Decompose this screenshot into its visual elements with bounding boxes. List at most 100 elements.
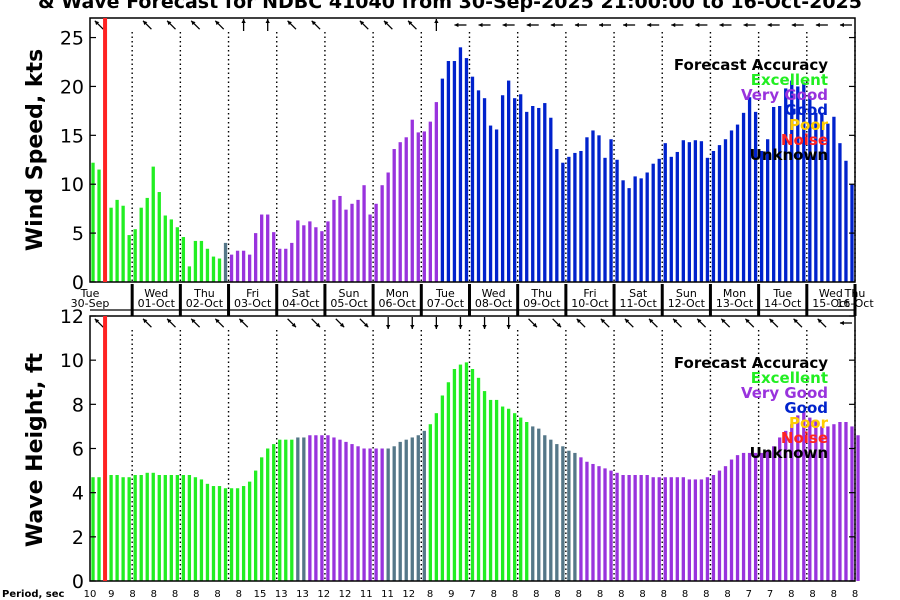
wind-bar — [567, 157, 570, 282]
period-value: 8 — [554, 589, 560, 600]
wave-bar — [766, 451, 769, 581]
wave-bar — [615, 473, 618, 581]
wind-bar — [254, 233, 257, 282]
wave-bar — [194, 477, 197, 581]
wave-bar — [754, 453, 757, 581]
period-value: 8 — [788, 589, 794, 600]
wind-bar — [700, 141, 703, 282]
wave-bar — [603, 468, 606, 581]
wind-bar — [206, 249, 209, 282]
wave-bar — [368, 449, 371, 582]
wave-bar — [182, 475, 185, 581]
wind-bar — [248, 255, 251, 282]
day-date-label: 11-Oct — [620, 297, 658, 310]
wave-bar — [314, 435, 317, 581]
wave-bar — [284, 440, 287, 581]
wave-bar — [272, 444, 275, 581]
wave-bar — [393, 446, 396, 581]
wave-bar — [411, 437, 414, 581]
wind-bar — [627, 188, 630, 282]
period-value: 7 — [767, 589, 773, 600]
wave-bar — [477, 378, 480, 581]
wave-bar — [483, 391, 486, 581]
wind-y-tick-label: 10 — [60, 174, 84, 196]
wind-bar — [266, 215, 269, 282]
wave-bar — [573, 453, 576, 581]
day-date-label: 14-Oct — [764, 297, 802, 310]
wind-bar — [712, 151, 715, 282]
wind-bar — [320, 231, 323, 282]
wave-bar — [633, 475, 636, 581]
wave-bar — [206, 484, 209, 581]
period-value: 8 — [703, 589, 709, 600]
wave-bar — [356, 446, 359, 581]
chart-title: & Wave Forecast for NDBC 41040 from 30-S… — [38, 0, 862, 13]
wave-bar — [567, 451, 570, 581]
period-value: 8 — [682, 589, 688, 600]
wind-bar — [338, 196, 341, 282]
wind-bar — [543, 103, 546, 282]
wave-bar — [712, 475, 715, 581]
wind-bar — [621, 180, 624, 282]
wind-bar — [519, 94, 522, 282]
wind-bar — [417, 132, 420, 282]
wind-bar — [374, 204, 377, 282]
wave-bar — [549, 440, 552, 581]
wind-bar — [760, 151, 763, 282]
wind-bar — [646, 172, 649, 282]
wind-bar — [537, 108, 540, 282]
wave-bar — [543, 435, 546, 581]
period-value: 8 — [724, 589, 730, 600]
wind-bar — [748, 97, 751, 282]
wave-bar — [423, 431, 426, 581]
wind-bar — [242, 251, 245, 282]
wave-bar — [838, 422, 841, 581]
wave-bar — [519, 418, 522, 581]
period-value: 13 — [296, 589, 309, 600]
wind-bar — [561, 163, 564, 282]
wave-bar — [266, 449, 269, 582]
wave-bar — [585, 462, 588, 581]
wave-bar — [591, 464, 594, 581]
wind-bar — [465, 58, 468, 282]
wave-bar — [224, 488, 227, 581]
wind-bar — [652, 164, 655, 282]
wind-bar — [549, 118, 552, 282]
period-value: 8 — [151, 589, 157, 600]
wind-bar — [471, 77, 474, 282]
wind-bar — [676, 152, 679, 282]
wave-bar — [170, 475, 173, 581]
day-date-label: 16-Oct — [836, 297, 874, 310]
period-value: 15 — [254, 589, 267, 600]
period-value: 8 — [214, 589, 220, 600]
wave-bar — [278, 440, 281, 581]
wind-bar — [260, 215, 263, 282]
period-value: 8 — [639, 589, 645, 600]
wave-bar — [718, 471, 721, 581]
period-value: 8 — [809, 589, 815, 600]
wind-bar — [585, 137, 588, 282]
wind-bar — [507, 81, 510, 282]
wind-bar — [441, 79, 444, 282]
wave-bar — [121, 477, 124, 581]
wave-bar — [248, 482, 251, 581]
wind-bar — [164, 216, 167, 282]
wind-bar — [224, 243, 227, 282]
wind-y-tick-label: 25 — [60, 28, 84, 50]
wave-bar — [387, 449, 390, 582]
wave-bar — [579, 457, 582, 581]
wave-bar — [405, 440, 408, 581]
wave-y-tick-label: 2 — [72, 527, 84, 549]
wind-bar — [525, 112, 528, 282]
wave-bar — [128, 477, 131, 581]
wind-bar — [140, 208, 143, 282]
wind-bar — [399, 142, 402, 282]
wave-bar — [850, 426, 853, 581]
wind-bar — [284, 249, 287, 282]
wind-bar — [109, 208, 112, 282]
forecast-chart: & Wave Forecast for NDBC 41040 from 30-S… — [0, 0, 900, 600]
wind-bar — [730, 130, 733, 282]
wave-bar — [362, 449, 365, 582]
wind-bar — [754, 112, 757, 282]
period-value: 11 — [381, 589, 394, 600]
